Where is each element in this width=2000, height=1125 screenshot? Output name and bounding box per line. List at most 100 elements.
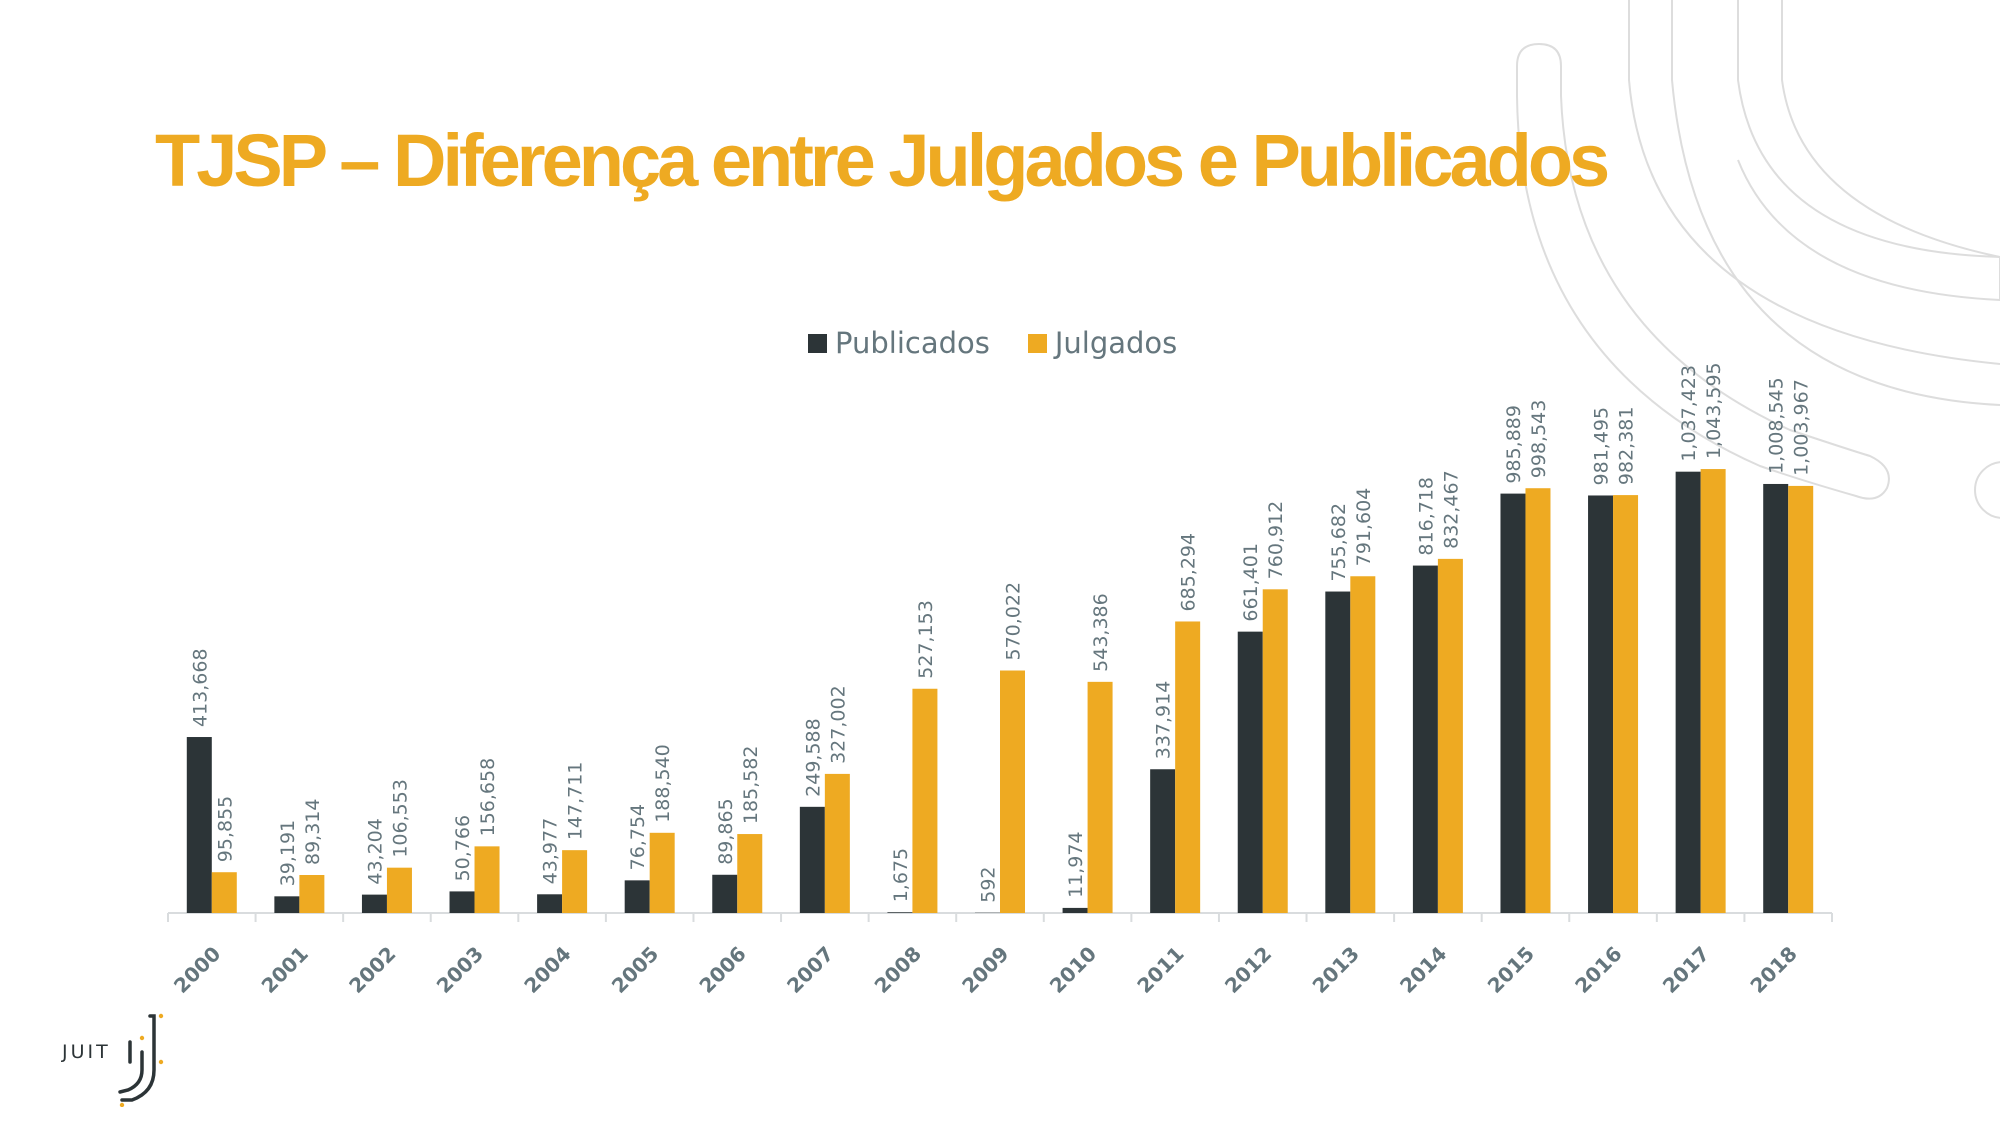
bar-julgados-2003 (474, 846, 500, 913)
bar-julgados-2000 (211, 872, 237, 913)
bar-publicados-2013 (1325, 591, 1351, 913)
logo-text: JUIT (61, 1041, 111, 1063)
bar-julgados-2014 (1437, 558, 1463, 913)
data-label-publicados-2008: 1,675 (890, 848, 912, 902)
x-tick-label-2013: 2013 (1308, 942, 1364, 998)
data-label-publicados-2006: 89,865 (715, 798, 737, 864)
x-tick-label-2014: 2014 (1395, 942, 1451, 998)
data-label-julgados-2012: 760,912 (1265, 501, 1287, 580)
bar-publicados-2014 (1412, 565, 1438, 913)
bar-publicados-2010 (1062, 907, 1088, 913)
bar-publicados-2002 (361, 894, 387, 913)
bar-julgados-2017 (1700, 469, 1726, 913)
data-label-julgados-2004: 147,711 (565, 762, 587, 841)
x-tick-label-2004: 2004 (519, 942, 575, 998)
data-label-julgados-2002: 106,553 (389, 779, 411, 858)
x-tick-label-2005: 2005 (607, 942, 663, 998)
data-label-publicados-2010: 11,974 (1065, 831, 1087, 897)
data-label-julgados-2001: 89,314 (302, 799, 324, 865)
x-tick-label-2015: 2015 (1483, 942, 1539, 998)
x-tick-label-2007: 2007 (782, 942, 838, 998)
legend-swatch-julgados (1027, 333, 1047, 353)
data-label-publicados-2018: 1,008,545 (1766, 377, 1788, 474)
bar-publicados-2016 (1588, 495, 1614, 913)
data-label-julgados-2009: 570,022 (1003, 582, 1025, 661)
x-tick-label-2016: 2016 (1570, 942, 1626, 998)
data-label-publicados-2000: 413,668 (189, 648, 211, 727)
data-label-publicados-2003: 50,766 (452, 815, 474, 881)
x-tick-label-2008: 2008 (870, 942, 926, 998)
bar-julgados-2018 (1788, 485, 1814, 913)
x-tick-label-2000: 2000 (169, 942, 225, 998)
bar-publicados-2003 (449, 891, 475, 913)
x-tick-label-2009: 2009 (957, 942, 1013, 998)
logo-j-icon (118, 1014, 156, 1102)
x-tick-label-2003: 2003 (432, 942, 488, 998)
bar-julgados-2005 (649, 832, 675, 913)
data-label-publicados-2015: 985,889 (1503, 405, 1525, 484)
logo-dots (119, 1013, 164, 1107)
bar-publicados-2018 (1763, 483, 1789, 913)
data-label-publicados-2005: 76,754 (627, 804, 649, 870)
data-label-publicados-2004: 43,977 (540, 818, 562, 884)
bar-julgados-2001 (299, 875, 325, 913)
data-label-publicados-2014: 816,718 (1415, 477, 1437, 556)
bar-julgados-2010 (1087, 681, 1113, 913)
x-tick-label-2012: 2012 (1220, 942, 1276, 998)
legend-label-julgados: Julgados (1054, 326, 1178, 360)
data-label-publicados-2007: 249,588 (802, 718, 824, 797)
data-label-julgados-2011: 685,294 (1178, 533, 1200, 612)
data-label-publicados-2001: 39,191 (277, 820, 299, 886)
page-title: TJSP – Diferença entre Julgados e Public… (155, 119, 1610, 202)
data-label-julgados-2003: 156,658 (477, 758, 499, 837)
x-tick-label-2006: 2006 (694, 942, 750, 998)
data-label-julgados-2010: 543,386 (1090, 593, 1112, 672)
data-label-julgados-2016: 982,381 (1616, 407, 1638, 486)
bar-julgados-2013 (1350, 576, 1376, 913)
data-label-julgados-2005: 188,540 (652, 744, 674, 823)
data-label-julgados-2014: 832,467 (1440, 470, 1462, 549)
legend-item-julgados: Julgados (1027, 326, 1178, 360)
bar-julgados-2015 (1525, 488, 1551, 913)
legend-item-publicados: Publicados (808, 326, 990, 360)
bar-julgados-2008 (912, 688, 938, 913)
data-label-publicados-2002: 43,204 (364, 818, 386, 884)
bar-julgados-2009 (1000, 670, 1025, 913)
data-label-publicados-2012: 661,401 (1240, 543, 1262, 622)
data-label-julgados-2008: 527,153 (915, 600, 937, 679)
data-label-julgados-2017: 1,043,595 (1703, 362, 1725, 459)
bar-julgados-2004 (562, 850, 588, 913)
data-label-julgados-2000: 95,855 (214, 796, 236, 862)
bar-julgados-2012 (1262, 589, 1288, 913)
x-tick-label-2011: 2011 (1132, 942, 1188, 998)
bar-julgados-2016 (1613, 495, 1639, 913)
bar-publicados-2001 (274, 896, 300, 913)
data-label-publicados-2016: 981,495 (1591, 407, 1613, 486)
bar-publicados-2000 (186, 737, 212, 913)
bar-publicados-2012 (1237, 631, 1263, 913)
legend-label-publicados: Publicados (835, 326, 990, 360)
bar-julgados-2006 (737, 834, 763, 913)
bar-julgados-2007 (824, 773, 850, 913)
data-label-julgados-2006: 185,582 (740, 745, 762, 824)
data-label-julgados-2007: 327,002 (827, 685, 849, 764)
bar-publicados-2008 (887, 912, 913, 913)
x-tick-label-2017: 2017 (1658, 942, 1714, 998)
bar-publicados-2005 (624, 880, 650, 913)
juit-logo: JUIT (61, 1013, 164, 1107)
bar-publicados-2006 (712, 874, 738, 913)
bar-publicados-2015 (1500, 493, 1526, 913)
bar-publicados-2017 (1675, 471, 1701, 913)
data-label-publicados-2011: 337,914 (1153, 681, 1175, 760)
data-label-publicados-2013: 755,682 (1328, 503, 1350, 582)
chart-legend: Publicados Julgados (808, 326, 1215, 360)
x-tick-label-2010: 2010 (1045, 942, 1101, 998)
x-tick-label-2001: 2001 (257, 942, 313, 998)
data-label-publicados-2009: 592 (978, 866, 1000, 902)
data-label-publicados-2017: 1,037,423 (1678, 365, 1700, 462)
bar-julgados-2002 (386, 867, 412, 913)
data-label-julgados-2018: 1,003,967 (1791, 379, 1813, 476)
bar-publicados-2011 (1150, 769, 1176, 913)
data-label-julgados-2015: 998,543 (1528, 400, 1550, 479)
